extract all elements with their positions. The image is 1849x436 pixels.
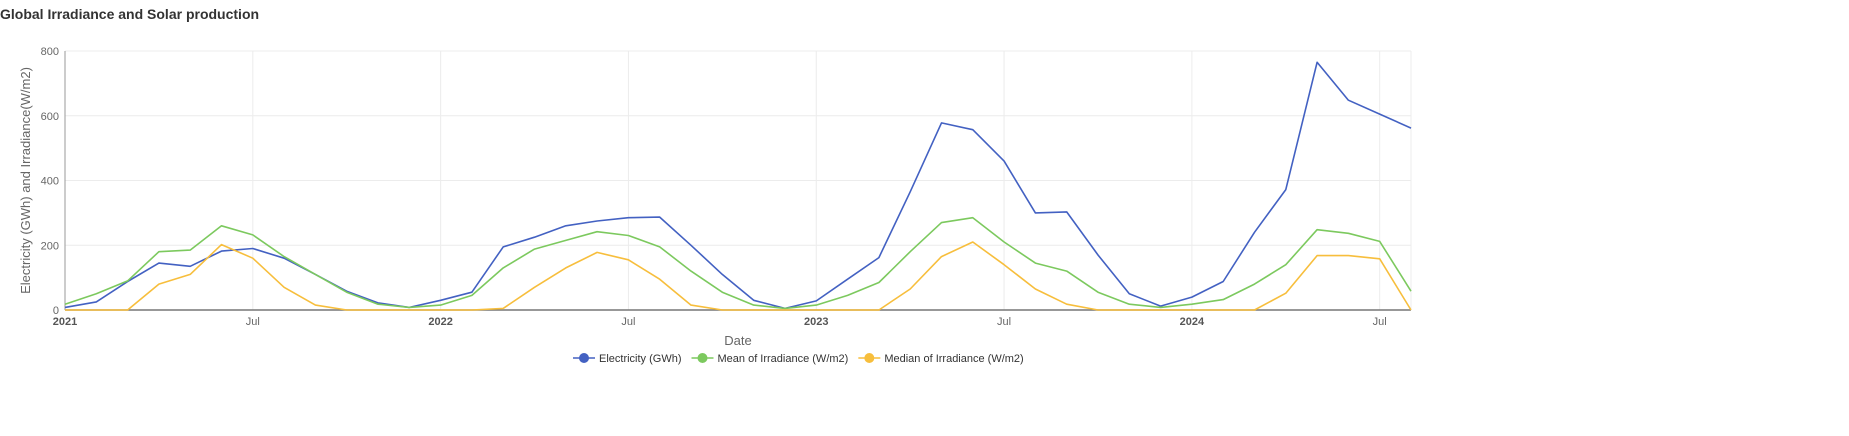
series-line-2 [64, 216, 1412, 310]
y-tick-label: 600 [41, 111, 59, 123]
legend-item[interactable]: Median of Irradiance (W/m2) [858, 353, 1024, 365]
x-tick-label: Jul [1373, 316, 1387, 328]
x-tick-label: 2022 [428, 316, 452, 328]
series-line-1 [64, 61, 1412, 310]
x-tick-label: 2024 [1180, 316, 1205, 328]
series-lines [64, 61, 1412, 311]
legend-dot-marker [697, 353, 708, 363]
series-line-3 [65, 241, 1412, 311]
chart-title: Global Irradiance and Solar production [0, 6, 260, 22]
legend-item[interactable]: Electricity (GWh) [573, 353, 682, 365]
tick-labels: 0 200 400 600 800 2021 Jul 2022 Jul 2023 Jul 2024 Ju… [41, 46, 1387, 328]
legend: Electricity (GWh) Mean of Irradiance (W/m… [573, 353, 1024, 365]
legend-label: Electricity (GWh) [599, 353, 682, 365]
x-tick-label: Jul [246, 316, 260, 328]
legend-dot-marker [864, 353, 875, 363]
x-tick-label: 2021 [53, 316, 77, 328]
y-tick-label: 400 [41, 176, 59, 188]
y-tick-label: 200 [41, 240, 59, 252]
x-tick-label: Jul [621, 316, 635, 328]
x-tick-label: 2023 [804, 316, 828, 328]
legend-label: Mean of Irradiance (W/m2) [718, 353, 849, 365]
legend-item[interactable]: Mean of Irradiance (W/m2) [691, 353, 849, 365]
legend-dot-marker [579, 353, 589, 363]
x-tick-label: Jul [997, 316, 1011, 328]
legend-label: Median of Irradiance (W/m2) [884, 353, 1023, 365]
grid-lines [64, 50, 1412, 310]
y-tick-label: 800 [41, 46, 59, 58]
y-axis-title: Electricity (GWh) and Irradiance(W/m2) [18, 67, 33, 294]
y-tick-label: 0 [53, 305, 59, 317]
x-axis-title: Date [724, 333, 751, 348]
